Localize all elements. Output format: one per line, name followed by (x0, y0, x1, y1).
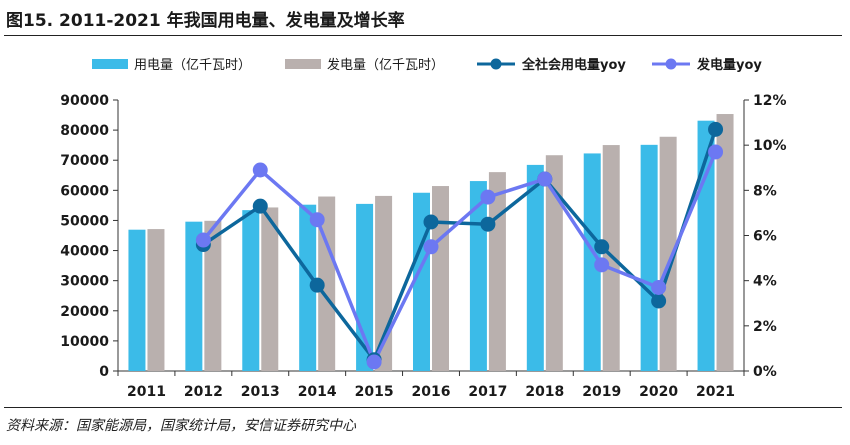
generation-yoy-point (708, 144, 724, 160)
x-axis-tick-label: 2019 (582, 384, 621, 400)
x-axis-tick-label: 2016 (412, 384, 451, 400)
generation-bar (432, 186, 449, 371)
x-axis-tick-label: 2020 (639, 384, 678, 400)
generation-yoy-point (651, 279, 667, 295)
consumption-yoy-point (423, 214, 439, 230)
consumption-bar (640, 144, 658, 371)
consumption-bar (299, 204, 317, 371)
generation-yoy-point (537, 171, 553, 187)
x-axis-tick-label: 2018 (525, 384, 564, 400)
x-axis-tick-label: 2017 (468, 384, 507, 400)
generation-bar (261, 207, 279, 371)
x-axis-labels: 2011 2012 2013 2014 2015 2016 2017 2018 2019 2020… (127, 384, 735, 400)
left-axis-tick-label: 30000 (60, 274, 109, 290)
generation-yoy-point (423, 239, 439, 255)
legend-swatch-generation (285, 59, 321, 69)
consumption-bar (185, 221, 203, 371)
left-axis-tick-label: 90000 (60, 93, 109, 109)
right-axis-tick-label: 0% (753, 364, 777, 380)
legend: 用电量（亿千瓦时） 发电量（亿千瓦时） 全社会用电量yoy 发电量yoy (92, 57, 762, 73)
consumption-bar (583, 153, 601, 371)
consumption-yoy-point (480, 216, 496, 232)
legend-label-generation: 发电量（亿千瓦时） (327, 57, 444, 73)
x-axis-tick-label: 2021 (696, 384, 735, 400)
legend-marker-generation-yoy (665, 58, 677, 70)
consumption-bar (242, 210, 260, 371)
generation-bar (318, 196, 336, 371)
generation-yoy-point (309, 212, 325, 228)
x-axis-tick-label: 2014 (298, 384, 337, 400)
generation-bar (147, 229, 165, 371)
generation-yoy-point (594, 257, 610, 273)
consumption-yoy-point (651, 293, 667, 309)
legend-label-generation-yoy: 发电量yoy (696, 57, 762, 73)
left-axis-tick-label: 50000 (60, 213, 109, 229)
consumption-yoy-point (594, 239, 610, 255)
generation-yoy-point (480, 189, 496, 205)
legend-swatch-consumption (92, 59, 128, 69)
consumption-yoy-point (708, 121, 724, 137)
legend-label-consumption: 用电量（亿千瓦时） (134, 58, 251, 73)
right-axis-tick-label: 10% (753, 138, 787, 154)
generation-bar (204, 220, 222, 371)
consumption-bar (526, 164, 544, 371)
left-axis-tick-label: 20000 (60, 304, 109, 320)
generation-yoy-point (252, 162, 268, 178)
generation-bar (659, 136, 677, 371)
right-axis-tick-label: 12% (753, 93, 787, 109)
legend-marker-consumption-yoy (490, 58, 502, 70)
source-note: 资料来源：国家能源局，国家统计局，安信证券研究中心 (6, 418, 356, 434)
generation-yoy-point (366, 354, 382, 370)
left-axis-tick-label: 70000 (60, 153, 109, 169)
consumption-yoy-point (309, 277, 325, 293)
left-axis-tick-label: 40000 (60, 244, 109, 260)
left-axis-tick-label: 60000 (60, 183, 109, 199)
right-axis-tick-label: 8% (753, 183, 777, 199)
right-axis-tick-label: 4% (753, 274, 777, 290)
source-rule (4, 407, 842, 408)
generation-yoy-point (195, 232, 211, 248)
generation-bar (716, 114, 734, 371)
title-rule (4, 35, 842, 36)
right-axis-tick-label: 2% (753, 319, 777, 335)
x-axis-tick-label: 2012 (184, 384, 223, 400)
x-axis-tick-label: 2011 (127, 384, 166, 400)
x-axis-tick-label: 2015 (355, 384, 394, 400)
axes: 0 10000 20000 30000 40000 50000 60000 70000 8000… (60, 93, 786, 380)
consumption-yoy-line (202, 128, 718, 362)
consumption-bar (128, 229, 146, 371)
yoy-lines (195, 121, 724, 370)
left-axis-tick-label: 10000 (60, 334, 109, 350)
right-axis-tick-label: 6% (753, 229, 777, 245)
x-axis-tick-label: 2013 (241, 384, 280, 400)
left-axis-tick-label: 80000 (60, 123, 109, 139)
left-axis-tick-label: 0 (99, 364, 109, 380)
generation-bar (545, 155, 563, 371)
generation-yoy-line (202, 151, 718, 364)
consumption-yoy-point (252, 198, 268, 214)
legend-label-consumption-yoy: 全社会用电量yoy (521, 57, 626, 73)
figure-title: 图15. 2011-2021 年我国用电量、发电量及增长率 (6, 11, 405, 31)
